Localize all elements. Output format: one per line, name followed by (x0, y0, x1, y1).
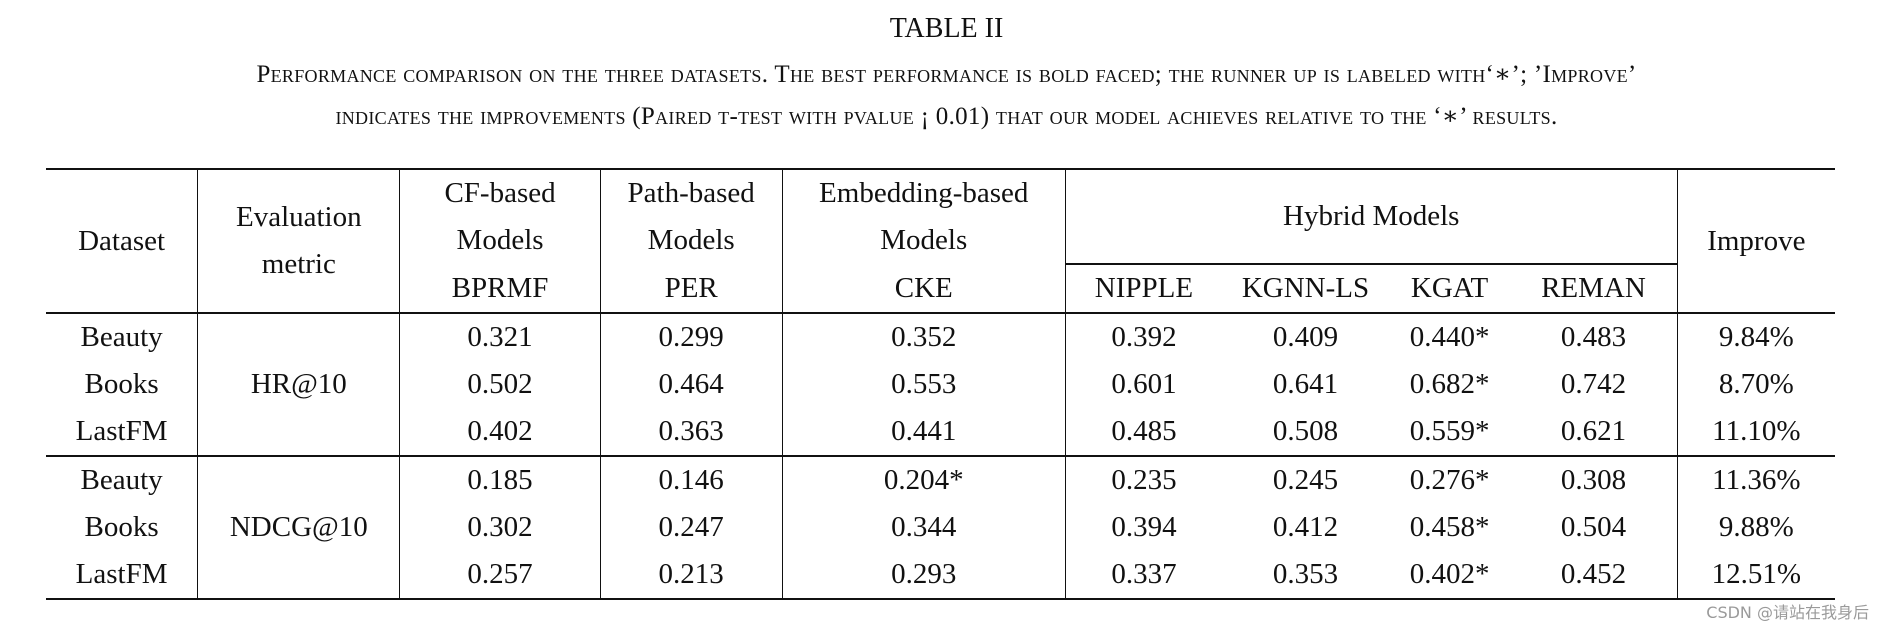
caption-line: Performance comparison on the three data… (256, 61, 1637, 88)
cell-value: 0.394 (1111, 511, 1177, 543)
cell-value: 0.299 (600, 313, 783, 361)
header-cf-line1: CF-based (399, 168, 601, 217)
table-title: TABLE II (889, 13, 1004, 44)
cell-value: 0.553 (782, 361, 1066, 408)
cell-improve: 11.36% (1712, 464, 1801, 496)
cell-value: 0.321 (399, 313, 601, 361)
cell-value: 0.559* (1388, 408, 1511, 457)
performance-table: Dataset Evaluation metric CF-based Path-… (46, 168, 1835, 600)
cell-metric: NDCG@10 (197, 456, 401, 600)
cell-improve: 12.51% (1677, 551, 1835, 600)
cell-value: 0.245 (1272, 464, 1339, 496)
cell-value: 0.508 (1222, 408, 1389, 457)
header-metric-line1: Evaluation (235, 201, 362, 233)
table-header: Dataset Evaluation metric CF-based Path-… (46, 168, 1835, 314)
header-model-kgnn-ls: KGNN-LS (1222, 264, 1389, 314)
cell-value: 0.293 (782, 551, 1066, 600)
table-row: LastFM 0.402 0.363 0.441 0.485 0.508 0.5… (46, 408, 1835, 457)
header-emb-line2: Models (782, 217, 1066, 264)
cell-dataset: Beauty (46, 456, 199, 504)
cell-value: 0.353 (1222, 551, 1389, 600)
cell-value: 0.440* (1409, 321, 1490, 353)
cell-dataset: Books (46, 361, 199, 408)
header-cf-line2: Models (399, 217, 601, 264)
cell-value-best: 0.308 (1510, 456, 1678, 504)
header-dataset: Dataset (46, 168, 199, 314)
header-hybrid-models: Hybrid Models (1065, 168, 1678, 265)
cell-value: 0.185 (399, 456, 601, 504)
cell-value: 0.502 (399, 361, 601, 408)
cell-value: 0.257 (399, 551, 601, 600)
cell-value: 0.402 (399, 408, 601, 457)
cell-value: 0.601 (1111, 368, 1177, 400)
cell-value-best: 0.483 (1510, 313, 1678, 361)
cell-value-best: 0.452 (1510, 551, 1678, 600)
cell-value: 0.458* (1409, 511, 1490, 543)
cell-metric: HR@10 (197, 313, 401, 457)
cell-value-best: 0.742 (1510, 361, 1678, 408)
cell-dataset: Beauty (46, 313, 199, 361)
cell-value-best: 0.621 (1510, 408, 1678, 457)
cell-value: 0.412 (1272, 511, 1339, 543)
cell-value: 0.276* (1409, 464, 1490, 496)
header-improve: Improve (1677, 168, 1835, 314)
cell-value: 0.641 (1272, 368, 1339, 400)
table-row: Beauty NDCG@10 0.185 0.146 0.204* 0.235 … (46, 456, 1835, 600)
cell-value: 0.235 (1111, 464, 1177, 496)
cell-value: 0.402* (1388, 551, 1511, 600)
cell-dataset: Books (46, 504, 199, 551)
cell-value: 0.352 (782, 313, 1066, 361)
cell-value: 0.441 (782, 408, 1066, 457)
table-body: Beauty HR@10 0.321 0.299 0.352 0.392 0.4… (46, 313, 1835, 600)
table-row: Beauty HR@10 0.321 0.299 0.352 0.392 0.4… (46, 313, 1835, 457)
header-model-nipple: NIPPLE (1065, 264, 1223, 314)
cell-dataset: LastFM (46, 551, 199, 600)
cell-improve: 9.88% (1718, 511, 1794, 543)
header-evaluation-metric: Evaluation metric (197, 168, 401, 314)
cell-improve: 9.84% (1718, 321, 1794, 353)
header-metric-line2: metric (261, 248, 336, 280)
header-model-per: PER (600, 264, 783, 314)
watermark-text: CSDN @请站在我身后 (1706, 603, 1869, 622)
cell-value: 0.247 (600, 504, 783, 551)
caption-line: indicates the improvements (Paired t-tes… (335, 103, 1558, 130)
cell-value: 0.485 (1065, 408, 1223, 457)
cell-dataset: LastFM (46, 408, 199, 457)
header-model-cke: CKE (782, 264, 1066, 314)
cell-value: 0.213 (600, 551, 783, 600)
cell-value: 0.392 (1111, 321, 1177, 353)
header-model-kgat: KGAT (1388, 264, 1511, 314)
header-path-line1: Path-based (600, 168, 783, 217)
cell-value: 0.464 (600, 361, 783, 408)
header-model-reman: REMAN (1510, 264, 1678, 314)
header-model-bprmf: BPRMF (399, 264, 601, 314)
table-row: Books 0.302 0.247 0.344 0.394 0.412 0.45… (46, 504, 1835, 551)
cell-value: 0.409 (1272, 321, 1339, 353)
cell-improve: 11.10% (1677, 408, 1835, 457)
cell-value: 0.344 (782, 504, 1066, 551)
header-emb-line1: Embedding-based (782, 168, 1066, 217)
cell-improve: 8.70% (1718, 368, 1794, 400)
cell-value: 0.337 (1065, 551, 1223, 600)
cell-value: 0.204* (782, 456, 1066, 504)
header-path-line2: Models (600, 217, 783, 264)
table-caption: Performance comparison on the three data… (40, 54, 1853, 138)
table-row: LastFM 0.257 0.213 0.293 0.337 0.353 0.4… (46, 551, 1835, 600)
cell-value-best: 0.504 (1510, 504, 1678, 551)
cell-value: 0.363 (600, 408, 783, 457)
cell-value: 0.146 (600, 456, 783, 504)
cell-value: 0.302 (399, 504, 601, 551)
table-row: Books 0.502 0.464 0.553 0.601 0.641 0.68… (46, 361, 1835, 408)
cell-value: 0.682* (1409, 368, 1490, 400)
